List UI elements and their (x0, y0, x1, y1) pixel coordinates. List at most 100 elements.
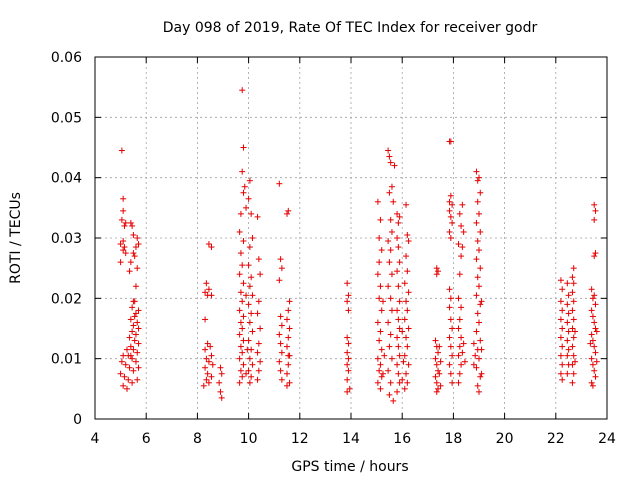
data-point (205, 379, 212, 386)
data-point (592, 301, 599, 308)
data-point (477, 337, 484, 344)
data-point (120, 238, 127, 245)
data-point (570, 316, 577, 323)
data-point (125, 376, 132, 383)
data-point (557, 352, 564, 359)
data-point (396, 213, 403, 220)
data-point (285, 334, 292, 341)
data-point (477, 373, 484, 380)
data-point (396, 259, 403, 266)
data-point (255, 340, 262, 347)
data-point (390, 198, 397, 205)
data-point (376, 235, 383, 241)
data-point (564, 280, 571, 287)
data-point (216, 379, 223, 386)
data-point (476, 355, 482, 362)
data-point (396, 325, 403, 332)
data-point (400, 358, 407, 365)
data-point (386, 189, 393, 196)
data-point (446, 286, 453, 293)
data-point (202, 289, 209, 296)
data-point (344, 361, 351, 368)
data-point (433, 361, 440, 368)
data-point (245, 262, 252, 269)
data-point (591, 343, 598, 350)
data-point (381, 352, 388, 359)
data-point (401, 385, 408, 392)
data-point (458, 334, 465, 341)
data-point (129, 304, 136, 311)
data-point (237, 289, 244, 296)
data-point (394, 268, 401, 275)
data-point (249, 235, 256, 241)
data-point (476, 283, 482, 290)
data-point (245, 337, 252, 344)
data-point (476, 174, 482, 181)
data-point (474, 198, 481, 205)
data-point (446, 138, 453, 145)
data-point (236, 271, 243, 278)
data-point (240, 361, 247, 368)
data-point (240, 313, 247, 320)
data-point (237, 250, 244, 257)
data-point (459, 201, 466, 208)
data-point (473, 168, 480, 175)
data-point (376, 259, 383, 266)
data-point (127, 343, 134, 350)
data-point (394, 334, 401, 341)
data-point (458, 253, 465, 260)
data-point (239, 87, 246, 94)
data-point (395, 370, 402, 377)
data-point (395, 244, 402, 251)
data-point (477, 265, 484, 272)
data-point (455, 352, 462, 359)
data-point (120, 382, 127, 389)
data-point (207, 343, 214, 350)
data-point (476, 210, 482, 217)
data-point (456, 316, 463, 323)
data-point (240, 144, 247, 151)
data-point (344, 376, 351, 383)
data-point (246, 379, 253, 386)
data-point (344, 334, 351, 341)
data-point (388, 307, 395, 314)
data-point (130, 250, 137, 257)
data-point (591, 201, 598, 208)
data-point (208, 352, 215, 359)
x-tick-label: 22 (547, 431, 565, 447)
data-point (432, 355, 439, 362)
data-point (129, 379, 136, 386)
x-tick-label: 6 (142, 431, 151, 447)
x-tick-label: 10 (240, 431, 258, 447)
data-point (374, 355, 381, 362)
data-point (455, 241, 462, 248)
data-point (344, 349, 351, 356)
data-point (387, 331, 394, 338)
data-point (135, 340, 142, 347)
data-point (396, 379, 403, 386)
data-point (374, 271, 381, 278)
data-point (449, 201, 456, 208)
data-point (385, 238, 392, 245)
data-point (118, 358, 125, 365)
data-point (565, 310, 572, 317)
data-point (126, 334, 133, 341)
data-point (130, 231, 137, 238)
data-point (564, 352, 571, 359)
data-point (388, 355, 395, 362)
data-point (446, 207, 453, 214)
data-point (248, 310, 255, 317)
data-point (237, 343, 244, 350)
data-point (121, 244, 128, 251)
data-point (589, 295, 596, 302)
data-point (459, 349, 466, 356)
data-point (254, 349, 261, 356)
data-point (447, 213, 454, 220)
data-point (569, 379, 576, 386)
data-point (286, 298, 293, 305)
data-point (564, 319, 571, 326)
data-point (385, 367, 392, 374)
data-point (377, 361, 384, 368)
data-point (591, 367, 598, 374)
data-point (387, 295, 394, 302)
